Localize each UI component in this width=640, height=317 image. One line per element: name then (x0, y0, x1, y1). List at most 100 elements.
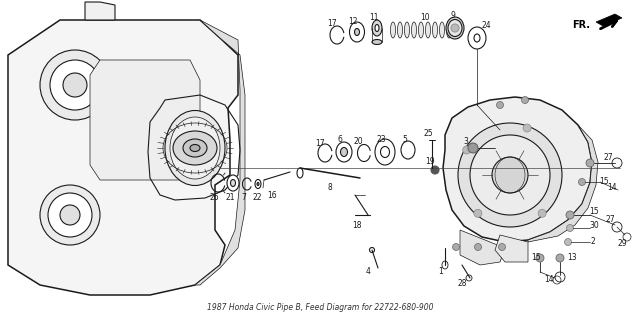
Ellipse shape (165, 111, 225, 185)
Ellipse shape (397, 22, 403, 38)
Circle shape (431, 166, 439, 174)
Polygon shape (8, 20, 238, 295)
Circle shape (538, 209, 546, 217)
Ellipse shape (297, 168, 303, 178)
Ellipse shape (466, 275, 472, 281)
Ellipse shape (448, 20, 462, 36)
Circle shape (474, 209, 482, 217)
Ellipse shape (401, 141, 415, 159)
Ellipse shape (257, 183, 259, 185)
Ellipse shape (230, 179, 236, 186)
Circle shape (468, 143, 478, 153)
Text: 27: 27 (603, 152, 613, 161)
Ellipse shape (355, 29, 360, 36)
Ellipse shape (440, 22, 445, 38)
Text: 16: 16 (267, 191, 277, 200)
Text: 20: 20 (353, 138, 363, 146)
Circle shape (50, 60, 100, 110)
Ellipse shape (255, 179, 261, 189)
Ellipse shape (375, 24, 379, 31)
Ellipse shape (442, 261, 448, 269)
Text: 15: 15 (599, 177, 609, 185)
Circle shape (556, 254, 564, 262)
Circle shape (60, 205, 80, 225)
Ellipse shape (369, 248, 374, 253)
Polygon shape (460, 230, 505, 265)
Text: 12: 12 (348, 16, 358, 25)
Text: 17: 17 (315, 139, 325, 147)
Ellipse shape (349, 22, 365, 42)
Text: 1: 1 (438, 268, 444, 276)
Text: FR.: FR. (572, 20, 590, 30)
Ellipse shape (404, 22, 410, 38)
Polygon shape (443, 97, 592, 242)
Ellipse shape (468, 27, 486, 49)
Ellipse shape (336, 142, 352, 162)
Text: 10: 10 (420, 12, 430, 22)
Polygon shape (195, 20, 245, 285)
Text: 11: 11 (369, 12, 379, 22)
Circle shape (452, 243, 460, 250)
Ellipse shape (433, 22, 438, 38)
Text: 4: 4 (365, 268, 371, 276)
Ellipse shape (375, 139, 395, 165)
Text: 8: 8 (328, 184, 332, 192)
Text: 22: 22 (252, 192, 262, 202)
Circle shape (463, 146, 470, 154)
Ellipse shape (419, 22, 424, 38)
Circle shape (474, 243, 481, 250)
Circle shape (48, 193, 92, 237)
Polygon shape (528, 125, 598, 242)
Ellipse shape (372, 40, 382, 44)
Polygon shape (495, 235, 528, 262)
Polygon shape (596, 14, 622, 26)
Ellipse shape (190, 145, 200, 152)
Circle shape (499, 243, 506, 250)
Text: 2: 2 (591, 237, 595, 247)
Circle shape (566, 224, 573, 231)
Text: 9: 9 (451, 10, 456, 20)
Circle shape (451, 24, 459, 32)
Circle shape (523, 124, 531, 132)
Text: 1987 Honda Civic Pipe B, Feed Diagram for 22722-680-900: 1987 Honda Civic Pipe B, Feed Diagram fo… (207, 303, 433, 312)
Ellipse shape (390, 22, 396, 38)
Ellipse shape (170, 117, 220, 179)
Text: 3: 3 (463, 137, 468, 146)
Text: 19: 19 (425, 158, 435, 166)
Text: 17: 17 (327, 20, 337, 29)
Ellipse shape (340, 147, 348, 157)
Text: 24: 24 (481, 21, 491, 29)
Text: 13: 13 (567, 254, 577, 262)
Ellipse shape (372, 20, 382, 36)
Text: 15: 15 (531, 254, 541, 262)
Text: 5: 5 (403, 134, 408, 144)
Text: 18: 18 (352, 222, 362, 230)
Text: 28: 28 (457, 279, 467, 288)
Ellipse shape (474, 34, 480, 42)
Text: 26: 26 (209, 193, 219, 203)
Ellipse shape (381, 146, 390, 158)
Circle shape (458, 123, 562, 227)
Polygon shape (85, 2, 115, 20)
Ellipse shape (446, 17, 464, 39)
Circle shape (536, 254, 544, 262)
Text: 14: 14 (607, 184, 617, 192)
Text: 29: 29 (617, 238, 627, 248)
Ellipse shape (447, 22, 451, 38)
Circle shape (586, 159, 594, 167)
Text: 14: 14 (544, 275, 554, 284)
Ellipse shape (173, 131, 217, 165)
Ellipse shape (183, 139, 207, 157)
Text: 30: 30 (589, 222, 599, 230)
Circle shape (492, 157, 528, 193)
Ellipse shape (412, 22, 417, 38)
Text: 23: 23 (376, 135, 386, 145)
Circle shape (579, 178, 586, 185)
Text: 6: 6 (337, 135, 342, 145)
Circle shape (63, 73, 87, 97)
Circle shape (40, 185, 100, 245)
Circle shape (564, 238, 572, 245)
Text: 7: 7 (241, 192, 246, 202)
Circle shape (470, 135, 550, 215)
Circle shape (497, 101, 504, 108)
